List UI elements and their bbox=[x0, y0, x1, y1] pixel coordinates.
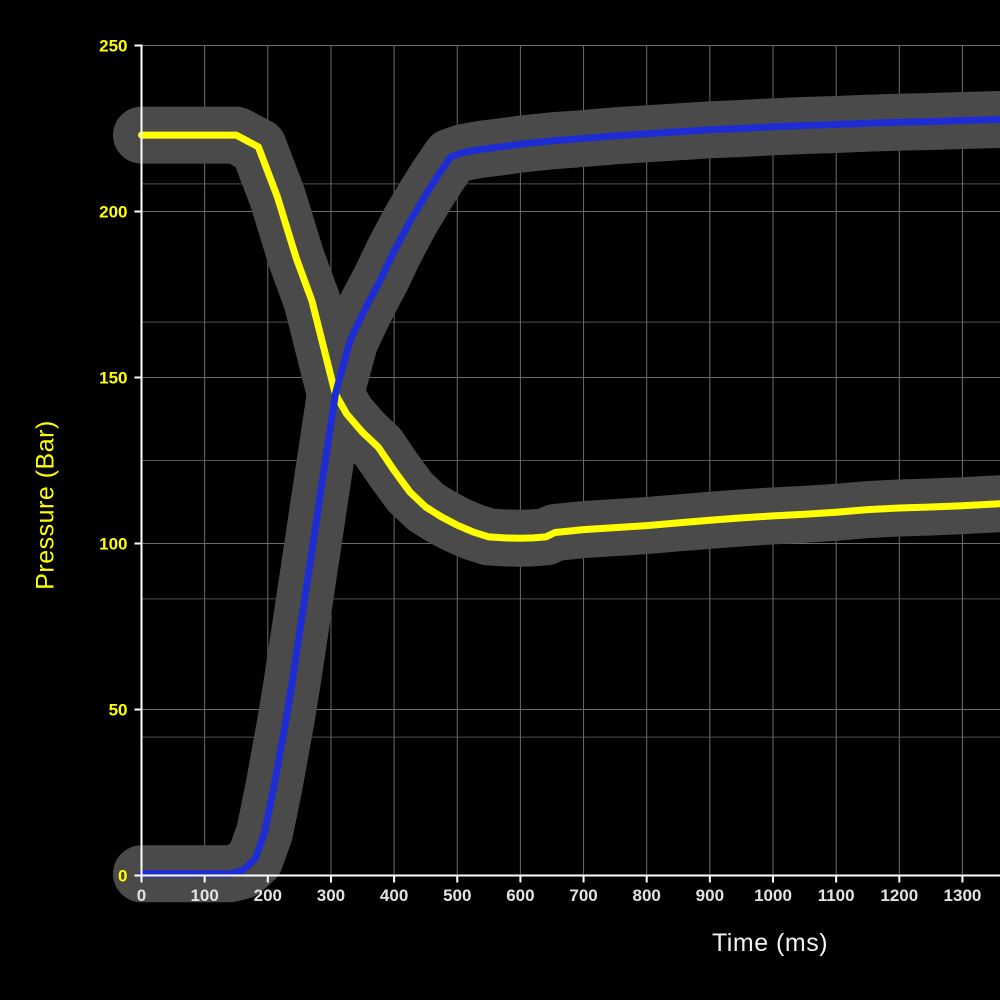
y-tick-label: 200 bbox=[99, 203, 127, 222]
x-tick-label: 1200 bbox=[880, 886, 918, 905]
x-axis-title: Time (ms) bbox=[711, 929, 829, 957]
x-tick-label: 1100 bbox=[818, 886, 855, 905]
y-tick-label: 50 bbox=[109, 701, 128, 720]
x-tick-label: 800 bbox=[633, 886, 661, 905]
y-tick-label: 0 bbox=[118, 867, 127, 886]
y-tick-label: 150 bbox=[99, 369, 127, 388]
pressure-blue-line bbox=[138, 116, 1000, 878]
x-tick-label: 0 bbox=[137, 886, 146, 905]
x-tick-label: 200 bbox=[254, 886, 282, 905]
x-tick-label: 600 bbox=[506, 886, 534, 905]
x-tick-label: 700 bbox=[569, 886, 597, 905]
x-tick-label: 900 bbox=[696, 886, 724, 905]
y-tick-label: 100 bbox=[99, 535, 127, 554]
x-tick-label: 1000 bbox=[754, 886, 792, 905]
x-tick-label: 100 bbox=[190, 886, 218, 905]
x-tick-label: 1300 bbox=[944, 886, 982, 905]
x-tick-label: 500 bbox=[443, 886, 471, 905]
x-tick-label: 400 bbox=[380, 886, 408, 905]
y-axis-title: Pressure (Bar) bbox=[31, 420, 60, 590]
pressure-yellow-line bbox=[138, 131, 1000, 542]
y-tick-label: 250 bbox=[99, 37, 127, 56]
x-tick-label: 300 bbox=[317, 886, 345, 905]
pressure-yellow-halo-band bbox=[113, 106, 1000, 567]
